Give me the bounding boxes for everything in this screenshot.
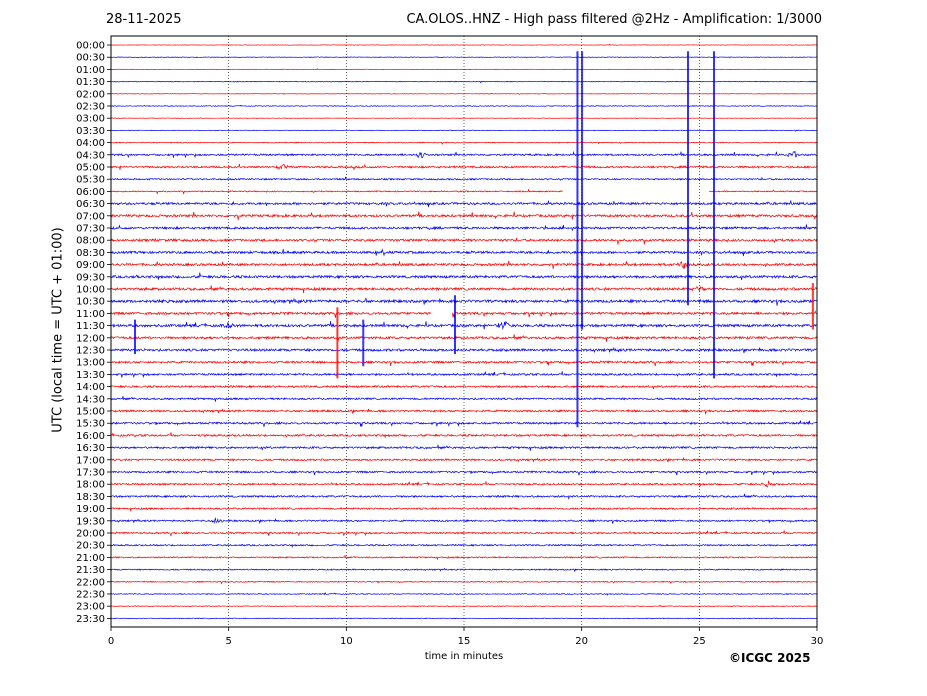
y-tick-label: 09:00 [76,260,105,271]
y-tick-label: 21:30 [76,565,105,576]
y-tick-label: 03:30 [76,126,105,137]
trace-row-1700 [110,456,817,463]
trace-row-2030 [110,543,817,549]
y-tick-label: 04:30 [76,150,105,161]
y-tick-label: 08:00 [76,236,105,247]
trace-row-0430 [110,150,817,159]
y-tick-label: 15:30 [76,419,105,430]
trace-row-1230 [110,346,817,354]
chart-title: CA.OLOS..HNZ - High pass filtered @2Hz -… [406,12,822,27]
y-tick-label: 01:00 [76,65,105,76]
y-tick-label: 04:00 [76,138,105,149]
y-tick-label: 13:00 [76,358,105,369]
trace-row-0600 [110,188,817,195]
y-tick-label: 21:00 [76,553,105,564]
trace-row-0000 [110,43,817,46]
y-tick-label: 22:00 [76,577,105,588]
y-tick-label: 10:30 [76,297,105,308]
trace-row-0530 [110,176,817,181]
trace-row-0930 [110,272,817,280]
trace-row-0400 [110,141,817,146]
y-tick-label: 11:30 [76,321,105,332]
y-tick-label: 23:00 [76,602,105,613]
trace-row-0830 [110,248,817,257]
trace-row-1100 [110,310,817,318]
y-tick-label: 14:00 [76,382,105,393]
y-tick-label: 09:30 [76,272,105,283]
y-tick-label: 07:30 [76,224,105,235]
y-tick-label: 20:00 [76,529,105,540]
x-tick-label: 10 [340,636,353,647]
trace-row-0700 [110,211,817,221]
trace-row-0500 [110,163,817,171]
y-tick-label: 12:30 [76,346,105,357]
y-tick-label: 01:30 [76,77,105,88]
trace-row-1030 [110,297,817,306]
trace-row-1330 [110,371,817,379]
y-tick-label: 11:00 [76,309,105,320]
trace-row-1930 [110,516,817,525]
y-tick-label: 02:30 [76,102,105,113]
y-tick-label: 10:00 [76,285,105,296]
x-tick-label: 0 [108,636,114,647]
y-tick-label: 18:00 [76,480,105,491]
trace-row-0330 [110,129,817,132]
y-tick-label: 02:00 [76,89,105,100]
y-tick-label: 22:30 [76,590,105,601]
x-tick-label: 30 [811,636,824,647]
grid-lines [228,36,700,627]
y-tick-label: 16:00 [76,431,105,442]
trace-row-1300 [110,359,817,367]
y-tick-label: 00:00 [76,41,105,52]
date-label: 28-11-2025 [106,12,182,27]
y-tick-label: 05:30 [76,175,105,186]
y-tick-label: 07:00 [76,211,105,222]
y-axis-label: UTC (local time = UTC + 01:00) [50,227,66,433]
trace-row-1430 [110,396,817,402]
trace-row-2000 [110,530,817,537]
trace-row-1400 [110,384,817,390]
y-tick-label: 06:00 [76,187,105,198]
copyright-label: ©ICGC 2025 [729,651,811,665]
trace-row-2130 [110,567,817,573]
y-tick-label: 17:30 [76,468,105,479]
y-tick-label: 19:30 [76,516,105,527]
trace-row-2100 [110,554,817,560]
y-tick-label: 18:30 [76,492,105,503]
y-tick-label: 14:30 [76,394,105,405]
trace-row-1600 [110,432,817,438]
y-tick-label: 06:30 [76,199,105,210]
trace-group [110,43,817,620]
y-tick-label: 23:30 [76,614,105,625]
y-tick-label: 05:00 [76,163,105,174]
trace-row-1500 [110,408,817,415]
y-tick-label: 00:30 [76,53,105,64]
y-tick-label: 19:00 [76,504,105,515]
trace-row-1900 [110,506,817,512]
y-tick-label: 03:00 [76,114,105,125]
x-tick-label: 25 [693,636,706,647]
x-axis-label: time in minutes [424,651,504,662]
y-tick-label: 12:00 [76,333,105,344]
y-tick-label: 17:00 [76,455,105,466]
y-tick-label: 08:30 [76,248,105,259]
x-tick-label: 5 [225,636,231,647]
x-tick-label: 20 [575,636,588,647]
y-tick-label: 20:30 [76,541,105,552]
trace-row-1130 [110,320,817,331]
x-tick-label: 15 [458,636,471,647]
trace-row-0300 [110,117,817,119]
trace-row-1200 [110,334,817,342]
trace-row-1830 [110,493,817,500]
plot-frame [110,35,818,628]
y-tick-label: 13:30 [76,370,105,381]
y-tick-label: 15:00 [76,407,105,418]
y-tick-label: 16:30 [76,443,105,454]
